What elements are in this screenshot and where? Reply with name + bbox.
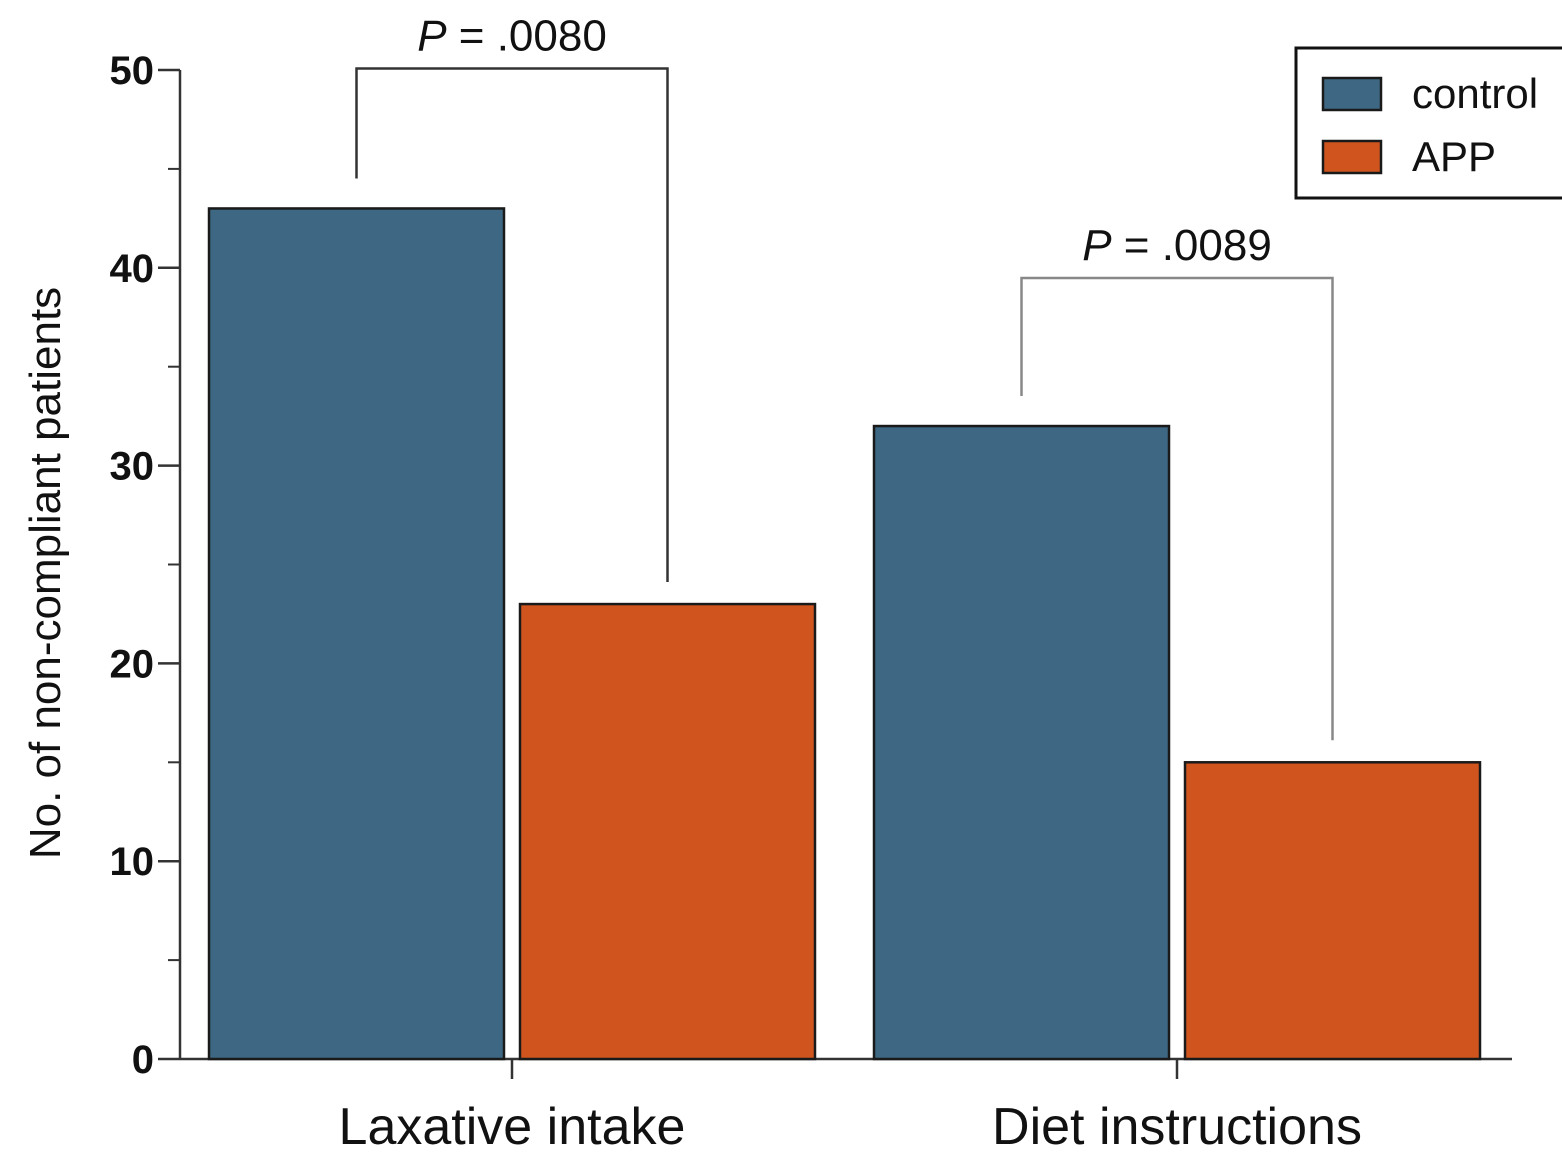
y-tick-label: 40 <box>110 247 155 291</box>
y-tick-label: 10 <box>110 840 155 884</box>
axes: 0 10 20 30 40 50 Laxative intake Diet instructi… <box>110 49 1512 1152</box>
x-tick-label: Laxative intake <box>339 1098 686 1152</box>
p-value: = .0089 <box>1112 221 1272 270</box>
legend: control APP <box>1294 46 1562 200</box>
bar-control-1 <box>207 207 506 1061</box>
bar-app-1 <box>518 602 817 1061</box>
y-tick-label: 50 <box>110 49 155 93</box>
legend-label-app: APP <box>1412 133 1496 180</box>
y-tick-label: 20 <box>110 642 155 686</box>
p-value: = .0080 <box>447 11 607 60</box>
legend-label-control: control <box>1412 70 1538 117</box>
significance-bracket <box>355 67 669 583</box>
y-tick-label: 30 <box>110 445 155 489</box>
significance-bracket <box>1020 276 1334 741</box>
p-symbol: P <box>417 11 447 60</box>
p-value-label: P = .0089 <box>1082 221 1272 270</box>
x-tick-label: Diet instructions <box>992 1098 1362 1152</box>
bar-control-2 <box>872 424 1171 1061</box>
y-axis-label: No. of non-compliant patients <box>21 287 70 859</box>
p-value-label: P = .0080 <box>417 11 607 60</box>
legend-swatch-control <box>1321 76 1383 112</box>
legend-swatch-app <box>1321 139 1383 175</box>
p-symbol: P <box>1082 221 1112 270</box>
y-tick-label: 0 <box>132 1038 154 1082</box>
bars <box>207 207 1482 1061</box>
bar-app-2 <box>1183 761 1482 1061</box>
